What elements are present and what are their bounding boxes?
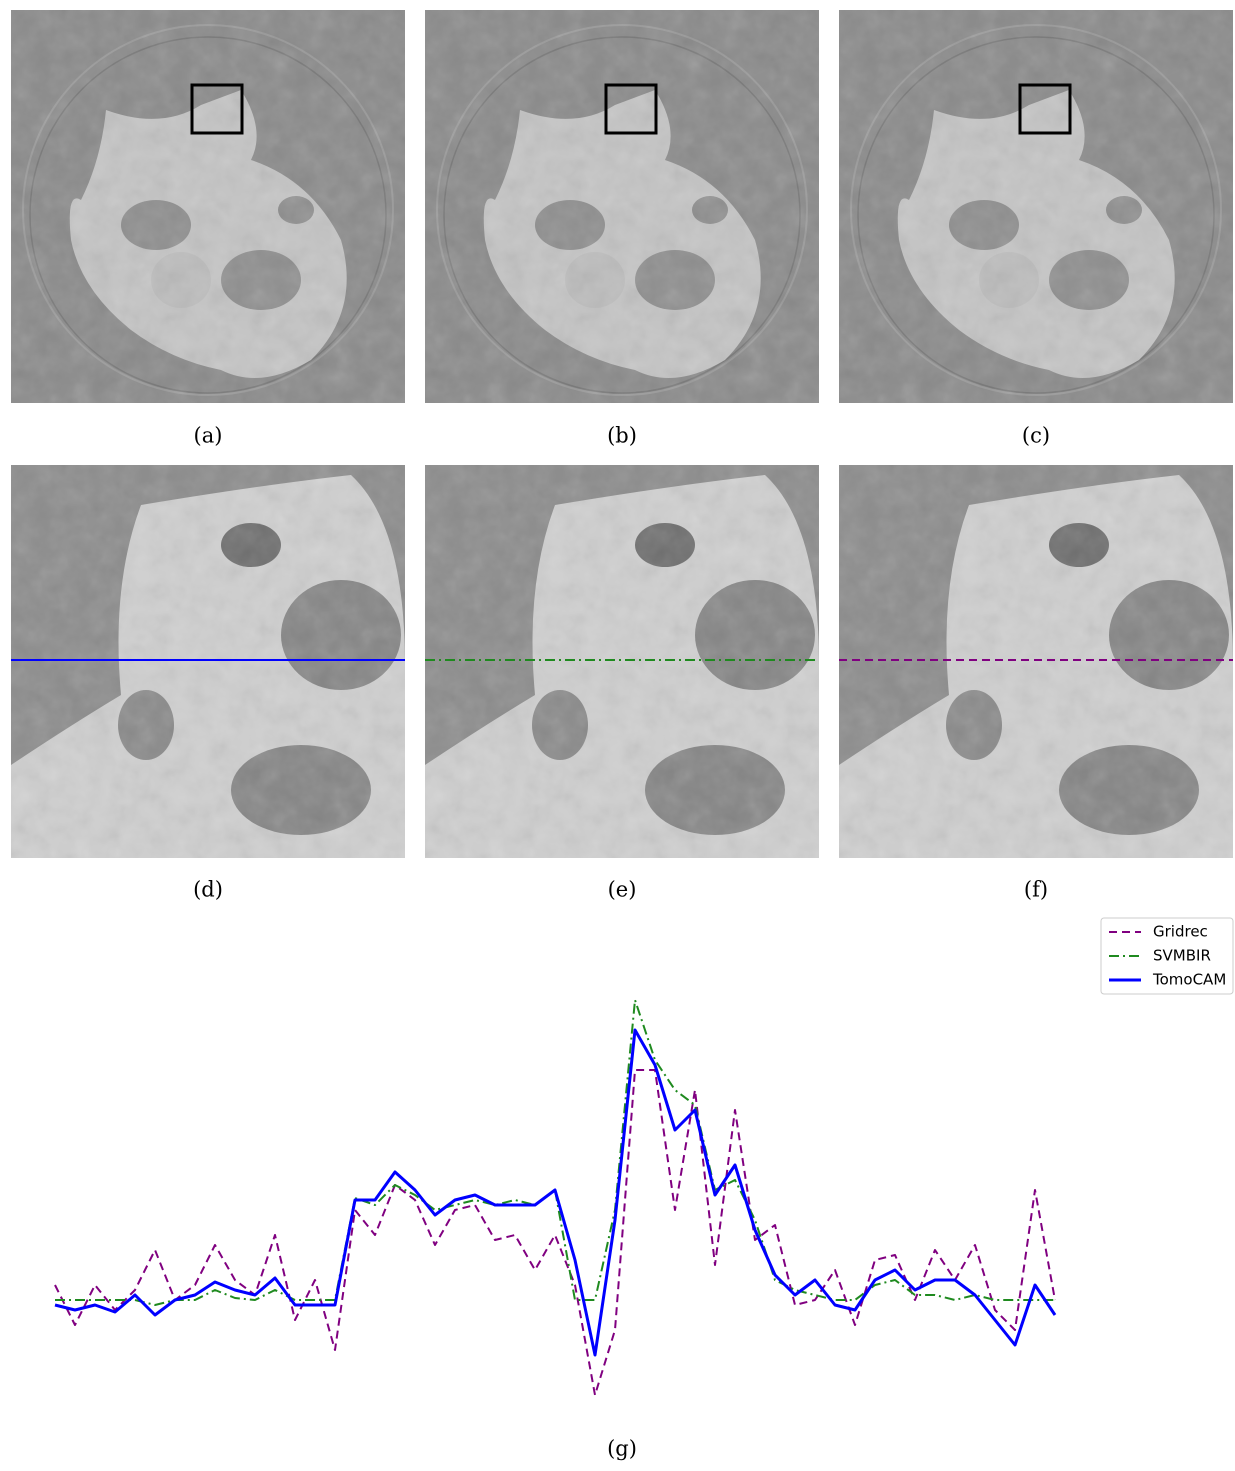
panel-label: (d)	[193, 878, 223, 902]
legend-label: TomoCAM	[1152, 971, 1226, 989]
image-slice	[11, 10, 405, 403]
series-line	[54, 1028, 1057, 1357]
legend-box	[1100, 917, 1234, 995]
legend-label: Gridrec	[1153, 923, 1208, 941]
panel-label: (c)	[1022, 424, 1050, 448]
image-slice	[839, 10, 1233, 403]
series-line	[55, 999, 1055, 1306]
legend-label: SVMBIR	[1153, 947, 1211, 965]
panel-label: (g)	[607, 1437, 637, 1461]
panel-label: (e)	[608, 878, 637, 902]
image-zoom	[11, 465, 405, 858]
panel-label: (b)	[607, 424, 637, 448]
image-zoom	[425, 465, 819, 858]
panel-label: (a)	[194, 424, 223, 448]
series-line	[54, 1069, 1056, 1396]
image-slice	[425, 10, 819, 403]
image-zoom	[839, 465, 1233, 858]
panel-label: (f)	[1024, 878, 1048, 902]
